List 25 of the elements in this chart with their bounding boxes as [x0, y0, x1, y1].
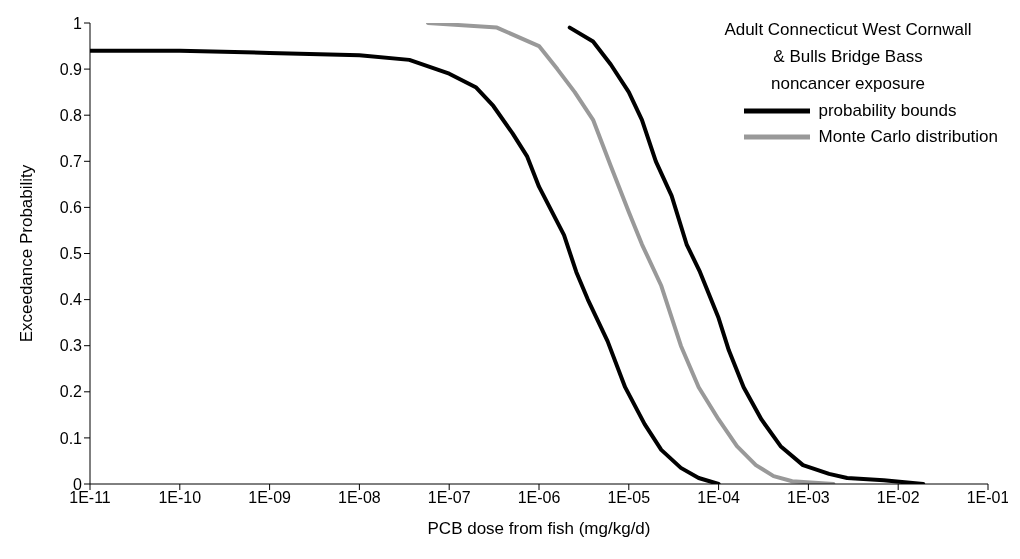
x-tick-label: 1E-03	[787, 489, 830, 507]
x-tick-label: 1E-01	[966, 489, 1010, 507]
y-tick-label: 0.1	[59, 429, 83, 447]
y-tick-label: 0.9	[59, 60, 83, 78]
y-tick-label: 0.4	[59, 291, 83, 309]
x-tick-label: 1E-08	[338, 489, 381, 507]
y-tick-label: 0.7	[59, 152, 83, 170]
y-tick-label: 0.2	[59, 383, 83, 401]
y-tick-label: 0.6	[59, 199, 83, 217]
x-tick-label: 1E-02	[876, 489, 920, 507]
x-tick-label: 1E-11	[69, 489, 111, 507]
legend-label: probability bounds	[818, 101, 957, 121]
legend-label: Monte Carlo distribution	[818, 127, 998, 147]
y-axis-title: Exceedance Probability	[17, 164, 37, 343]
x-axis-title: PCB dose from fish (mg/kg/d)	[427, 519, 651, 538]
x-tick-label: 1E-06	[517, 489, 561, 507]
x-tick-label: 1E-07	[427, 489, 471, 507]
x-tick-label: 1E-09	[248, 489, 292, 507]
x-tick-label: 1E-10	[158, 489, 202, 507]
x-tick-label: 1E-05	[607, 489, 651, 507]
y-tick-label: 0.5	[59, 245, 83, 263]
y-tick-label: 0.8	[59, 106, 83, 124]
y-tick-label: 0.3	[59, 337, 83, 355]
x-tick-label: 1E-04	[697, 489, 741, 507]
y-tick-label: 1	[73, 14, 83, 32]
